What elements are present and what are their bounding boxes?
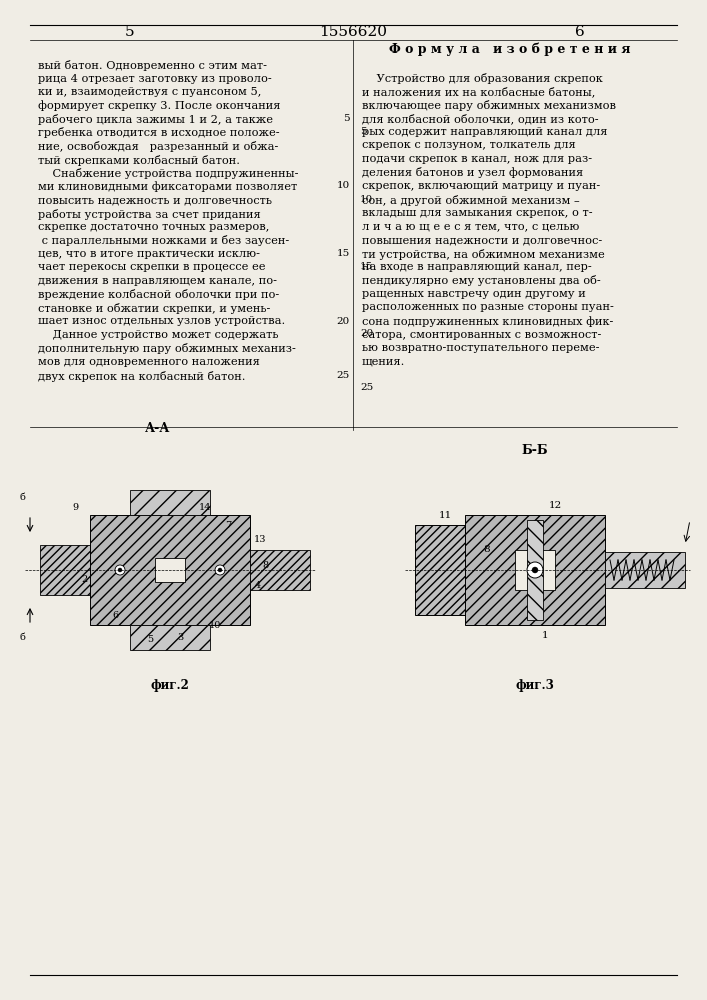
Text: 11: 11 [438,510,452,520]
Text: скрепок, включающий матрицу и пуан-: скрепок, включающий матрицу и пуан- [362,181,600,191]
Text: 5: 5 [125,25,135,39]
Text: шает износ отдельных узлов устройства.: шает износ отдельных узлов устройства. [38,316,285,326]
Text: фиг.3: фиг.3 [515,678,554,692]
Text: гребенка отводится в исходное положе-: гребенка отводится в исходное положе- [38,127,280,138]
Text: 12: 12 [549,500,561,510]
Text: 1: 1 [542,631,549,640]
Text: щения.: щения. [362,357,405,366]
Text: пендикулярно ему установлены два об-: пендикулярно ему установлены два об- [362,275,601,286]
Text: мов для одновременного наложения: мов для одновременного наложения [38,357,260,367]
Text: ние, освобождая   разрезанный и обжа-: ние, освобождая разрезанный и обжа- [38,141,279,152]
Circle shape [215,565,225,575]
Text: 5: 5 [344,114,350,123]
Bar [605,552,685,588]
Circle shape [527,562,543,578]
Text: фиг.2: фиг.2 [151,678,189,692]
Text: работы устройства за счет придания: работы устройства за счет придания [38,209,261,220]
Text: подачи скрепок в канал, нож для раз-: подачи скрепок в канал, нож для раз- [362,154,592,164]
Text: ми клиновидными фиксаторами позволяет: ми клиновидными фиксаторами позволяет [38,182,297,192]
Bar [415,525,465,615]
Text: цев, что в итоге практически исклю-: цев, что в итоге практически исклю- [38,249,260,259]
Text: вкладыш для замыкания скрепок, о т-: вкладыш для замыкания скрепок, о т- [362,208,592,218]
Text: 20: 20 [337,316,350,326]
Text: формирует скрепку 3. После окончания: формирует скрепку 3. После окончания [38,101,281,111]
Text: 3: 3 [177,634,183,643]
Circle shape [115,565,125,575]
Text: 9: 9 [72,504,78,512]
Text: рых содержит направляющий канал для: рых содержит направляющий канал для [362,127,607,137]
Text: А-А: А-А [146,422,170,434]
Text: 8: 8 [484,546,491,554]
Text: 10: 10 [337,182,350,190]
Text: б: б [19,633,25,642]
Text: 6: 6 [112,610,118,619]
Bar [130,625,210,650]
Text: повысить надежность и долговечность: повысить надежность и долговечность [38,195,272,205]
Text: вреждение колбасной оболочки при по-: вреждение колбасной оболочки при по- [38,290,279,300]
Text: тый скрепками колбасный батон.: тый скрепками колбасный батон. [38,154,240,165]
Text: Снабжение устройства подпружиненны-: Снабжение устройства подпружиненны- [38,168,298,179]
Text: рабочего цикла зажимы 1 и 2, а также: рабочего цикла зажимы 1 и 2, а также [38,114,273,125]
Text: Ф о р м у л а   и з о б р е т е н и я: Ф о р м у л а и з о б р е т е н и я [390,42,631,56]
Text: Устройство для образования скрепок: Устройство для образования скрепок [362,73,603,84]
Text: ращенных навстречу один другому и: ращенных навстречу один другому и [362,289,586,299]
Text: 15: 15 [360,262,373,271]
Text: ью возвратно-поступательного переме-: ью возвратно-поступательного переме- [362,343,600,353]
Text: 13: 13 [254,536,267,544]
Text: двух скрепок на колбасный батон.: двух скрепок на колбасный батон. [38,370,245,381]
Text: сона подпружиненных клиновидных фик-: сона подпружиненных клиновидных фик- [362,316,614,327]
Text: 2: 2 [82,576,88,584]
Text: 25: 25 [360,383,373,392]
Bar [515,550,555,590]
Bar [40,545,90,595]
Circle shape [218,568,222,572]
Text: 14: 14 [199,504,211,512]
Text: 8: 8 [262,560,268,570]
Circle shape [118,568,122,572]
Text: включающее пару обжимных механизмов: включающее пару обжимных механизмов [362,100,616,111]
Text: л и ч а ю щ е е с я тем, что, с целью: л и ч а ю щ е е с я тем, что, с целью [362,222,579,232]
Text: скрепке достаточно точных размеров,: скрепке достаточно точных размеров, [38,222,269,232]
Text: деления батонов и узел формования: деления батонов и узел формования [362,167,583,178]
Text: 7: 7 [225,520,231,530]
Text: движения в направляющем канале, по-: движения в направляющем канале, по- [38,276,277,286]
Bar [155,558,185,582]
Text: ки и, взаимодействуя с пуансоном 5,: ки и, взаимодействуя с пуансоном 5, [38,87,262,97]
Bar [90,515,250,625]
Text: 1556620: 1556620 [319,25,387,39]
Bar [527,520,543,620]
Text: рица 4 отрезает заготовку из проволо-: рица 4 отрезает заготовку из проволо- [38,74,271,84]
Text: ти устройства, на обжимном механизме: ти устройства, на обжимном механизме [362,248,604,259]
Text: вый батон. Одновременно с этим мат-: вый батон. Одновременно с этим мат- [38,60,267,71]
Text: и наложения их на колбасные батоны,: и наложения их на колбасные батоны, [362,87,595,97]
Text: 10: 10 [209,620,221,630]
Text: сон, а другой обжимной механизм –: сон, а другой обжимной механизм – [362,194,580,206]
Circle shape [532,567,538,573]
Text: 20: 20 [360,330,373,338]
Text: на входе в направляющий канал, пер-: на входе в направляющий канал, пер- [362,262,592,272]
Text: Б-Б: Б-Б [522,444,549,456]
Text: чает перекосы скрепки в процессе ее: чает перекосы скрепки в процессе ее [38,262,266,272]
Bar [250,550,310,590]
Text: б: б [19,493,25,502]
Text: 5: 5 [147,636,153,645]
Text: скрепок с ползуном, толкатель для: скрепок с ползуном, толкатель для [362,140,575,150]
Text: дополнительную пару обжимных механиз-: дополнительную пару обжимных механиз- [38,344,296,355]
Text: 5: 5 [360,127,367,136]
Text: с параллельными ножками и без заусен-: с параллельными ножками и без заусен- [38,235,289,246]
Text: для колбасной оболочки, один из кото-: для колбасной оболочки, один из кото- [362,113,599,124]
Text: 4: 4 [255,580,261,589]
Text: 6: 6 [575,25,585,39]
Text: расположенных по разные стороны пуан-: расположенных по разные стороны пуан- [362,302,614,312]
Bar [465,515,605,625]
Text: 10: 10 [360,194,373,204]
Text: становке и обжатии скрепки, и умень-: становке и обжатии скрепки, и умень- [38,303,270,314]
Bar [130,490,210,515]
Text: Данное устройство может содержать: Данное устройство может содержать [38,330,279,340]
Text: сатора, смонтированных с возможност-: сатора, смонтированных с возможност- [362,330,602,340]
Text: повышения надежности и долговечнос-: повышения надежности и долговечнос- [362,235,602,245]
Text: 25: 25 [337,370,350,379]
Text: 15: 15 [337,249,350,258]
